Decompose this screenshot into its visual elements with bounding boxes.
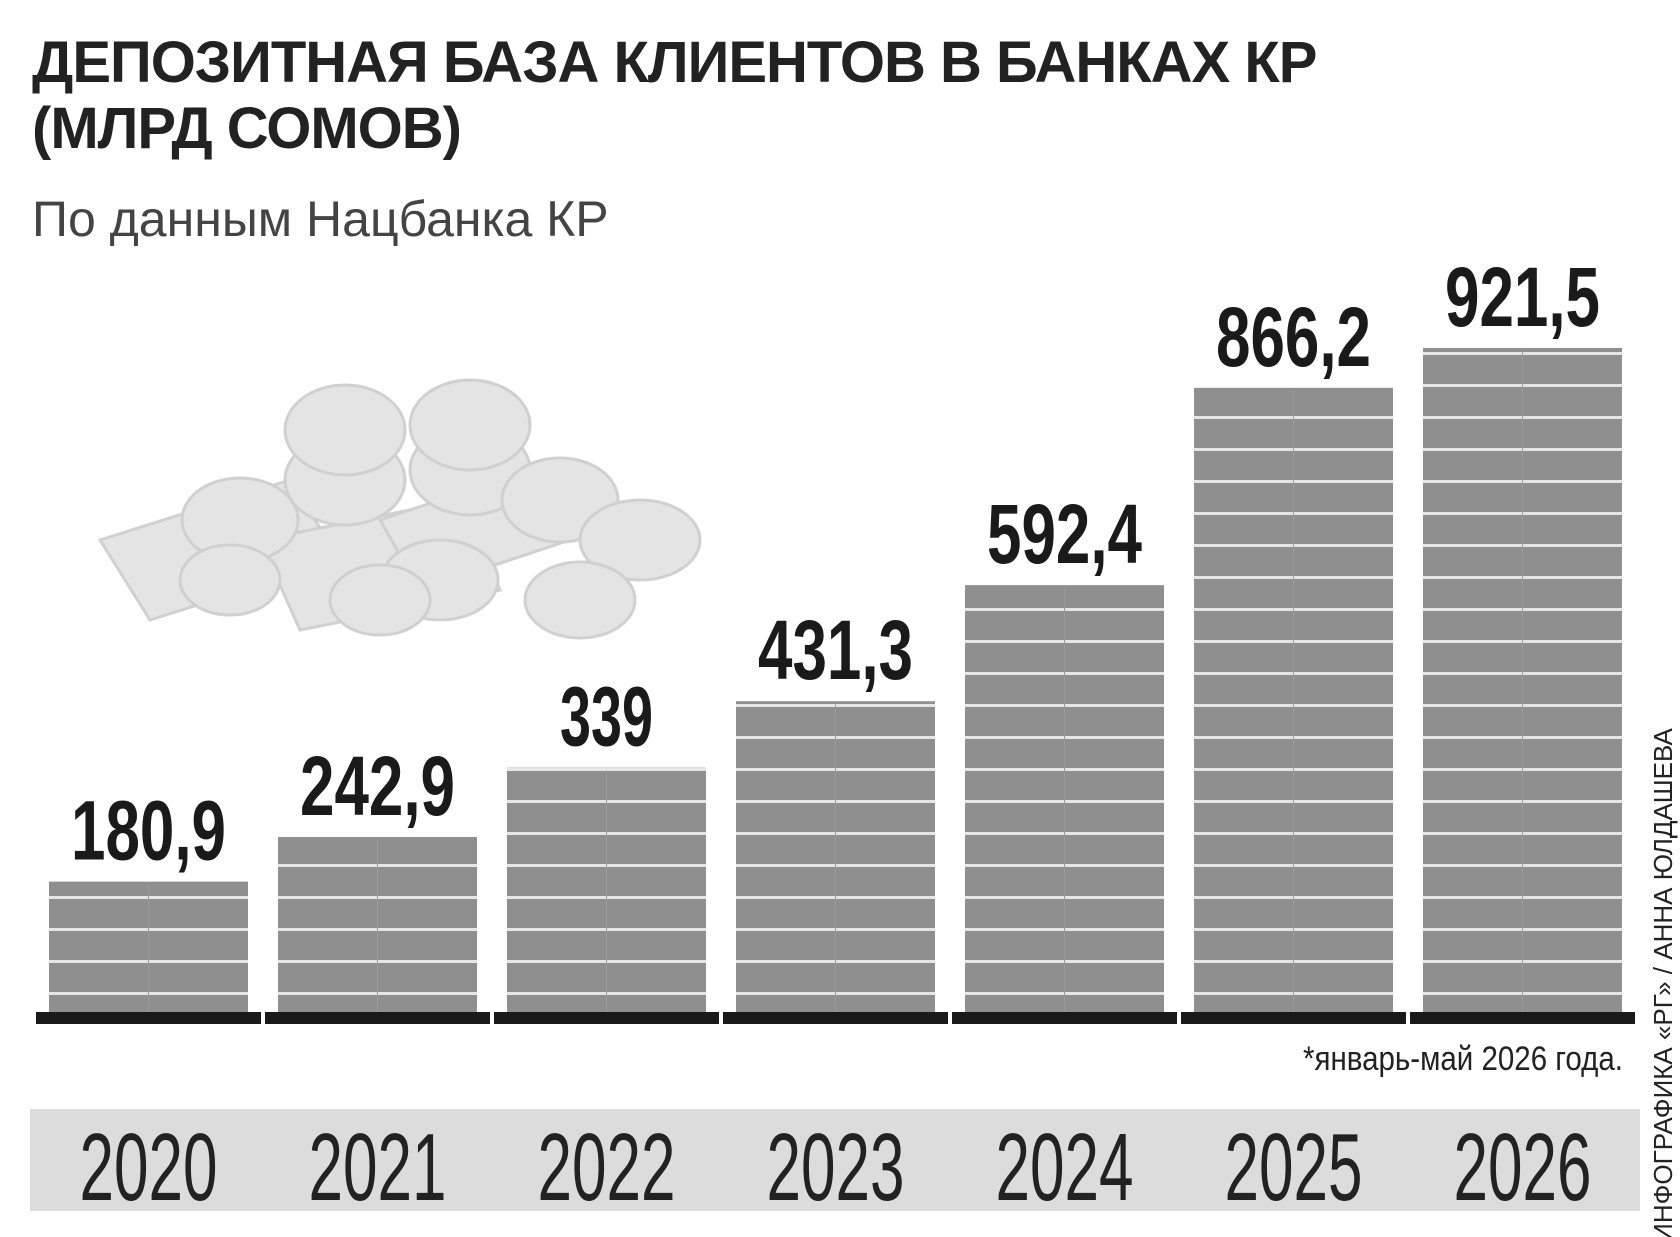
x-tick-label: 2023 (767, 1114, 905, 1221)
bar-base (494, 1012, 719, 1024)
value-label: 431,3 (758, 603, 913, 697)
value-label: 339 (560, 670, 653, 764)
coins-illustration (97, 378, 702, 640)
category-band (30, 1109, 1640, 1211)
x-tick-label: 2024 (996, 1114, 1134, 1221)
x-tick-label: 2021 (309, 1114, 447, 1221)
value-label: 180,9 (71, 784, 226, 878)
bar-base (1181, 1012, 1406, 1024)
chart-title: ДЕПОЗИТНАЯ БАЗА КЛИЕНТОВ В БАНКАХ КР (МЛ… (32, 30, 1317, 161)
x-tick-label: 2025 (1225, 1114, 1363, 1221)
credit: ИНФОГРАФИКА «РГ» / АННА ЮЛДАШЕВА (1648, 728, 1678, 1237)
bar-base (36, 1012, 261, 1024)
bar-base (723, 1012, 948, 1024)
value-label: 592,4 (987, 487, 1142, 581)
bar-base (1410, 1012, 1635, 1024)
value-label: 866,2 (1216, 290, 1371, 384)
value-label: 921,5 (1445, 250, 1600, 344)
x-tick-label: 2022 (538, 1114, 676, 1221)
chart-subtitle: По данным Нацбанка КР (32, 191, 609, 247)
note: *январь-май 2026 года. (1303, 1040, 1623, 1078)
x-tick-label: 2026 (1454, 1114, 1592, 1221)
x-tick-label: 2020 (80, 1114, 218, 1221)
bar-base (952, 1012, 1177, 1024)
bar-base (265, 1012, 490, 1024)
value-label: 242,9 (300, 739, 455, 833)
